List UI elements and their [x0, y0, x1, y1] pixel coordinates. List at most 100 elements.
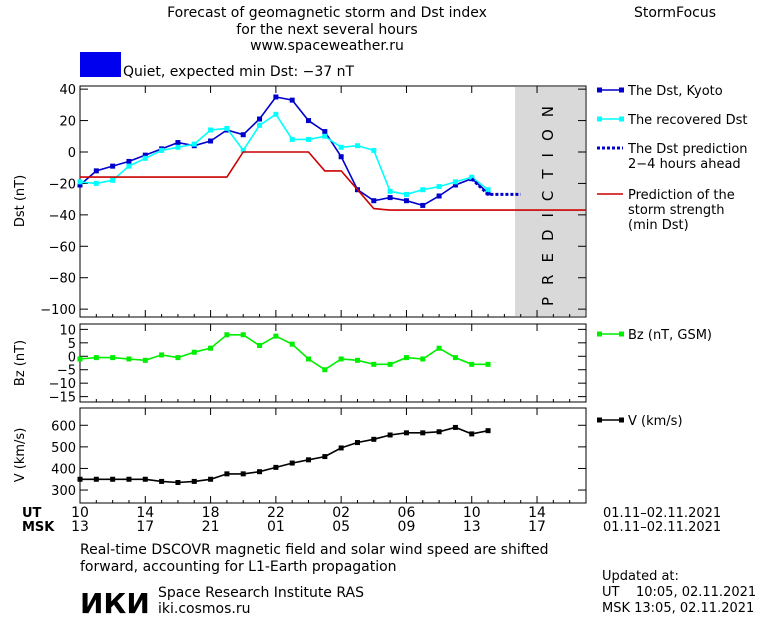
v-ylabel: V (km/s): [13, 428, 28, 483]
legend-label: storm strength: [628, 203, 725, 218]
v-data-point: [322, 454, 328, 460]
dst-data-point: [452, 179, 458, 185]
dst-panel-frame: [79, 85, 587, 318]
legend-label: The Dst, Kyoto: [627, 84, 723, 99]
prediction-region: [515, 87, 585, 316]
bz-panel-frame: [79, 323, 587, 403]
v-ytick-label: 500: [51, 441, 76, 456]
dst-data-point: [306, 136, 312, 142]
dst-data-point: [403, 198, 409, 204]
institute-name: Space Research Institute RAS: [158, 585, 364, 601]
bz-data-point: [240, 332, 246, 338]
bz-series-line: [79, 333, 489, 371]
v-data-point: [338, 445, 344, 451]
v-data-point: [452, 424, 458, 430]
x-tick-label-ut: 18: [202, 505, 220, 521]
bz-data-point: [436, 345, 442, 351]
title-line2: for the next several hours: [236, 22, 417, 38]
dst-data-point: [403, 191, 409, 197]
v-data-point: [257, 469, 263, 475]
status-text: Quiet, expected min Dst: −37 nT: [123, 64, 355, 80]
legend-marker: [597, 87, 602, 93]
dst-data-point: [436, 184, 442, 190]
dst-data-point: [273, 111, 279, 117]
legend-marker: [619, 116, 624, 122]
dst-ytick-label: 40: [59, 83, 76, 98]
x-tick-label-msk: 17: [528, 519, 546, 535]
legend-marker: [619, 331, 624, 337]
dst-data-point: [142, 152, 148, 158]
dst-data-point: [322, 133, 328, 139]
bz-data-point: [126, 356, 132, 362]
v-data-point: [403, 430, 409, 436]
x-tick-label-msk: 17: [136, 519, 154, 535]
dst-ylabel: Dst (nT): [13, 175, 28, 227]
x-tick-label-ut: 22: [267, 505, 285, 521]
status-color-box: [80, 52, 121, 77]
v-data-point: [93, 476, 99, 482]
v-data-point: [224, 471, 230, 477]
dst-data-point: [387, 188, 393, 194]
dst-data-point: [387, 195, 393, 201]
legend-label: V (km/s): [628, 414, 683, 429]
dst-data-point: [322, 129, 328, 135]
legend-label: 2−4 hours ahead: [628, 157, 741, 172]
dst-data-point: [354, 143, 360, 149]
x-tick-label-msk: 05: [332, 519, 350, 535]
v-ytick-label: 600: [51, 419, 76, 434]
x-tick-label-ut: 10: [71, 505, 89, 521]
x-tick-label-msk: 13: [463, 519, 481, 535]
dst-data-point: [289, 136, 295, 142]
x-tick-label-msk: 01: [267, 519, 285, 535]
v-data-point: [469, 431, 475, 437]
bz-data-point: [273, 333, 279, 339]
dst-series-line: [80, 151, 586, 211]
dst-data-point: [452, 182, 458, 188]
x-tick-label-ut: 10: [463, 505, 481, 521]
dst-data-point: [110, 163, 116, 169]
v-data-point: [273, 464, 279, 470]
dst-data-point: [485, 187, 491, 193]
v-data-point: [240, 471, 246, 477]
v-data-point: [175, 479, 181, 485]
bz-data-point: [175, 355, 181, 361]
legend-marker: [619, 417, 624, 423]
dst-data-point: [126, 158, 132, 164]
v-data-point: [191, 478, 197, 484]
x-tick-label-msk: 13: [71, 519, 89, 535]
v-ytick-label: 400: [51, 462, 76, 477]
dst-data-point: [469, 174, 475, 180]
dst-ytick-label: −20: [49, 177, 76, 192]
x-tick-label-ut: 14: [136, 505, 154, 521]
dst-data-point: [142, 155, 148, 161]
dst-data-point: [257, 122, 263, 128]
prediction-label: PREDICTION: [539, 94, 557, 306]
bz-ytick-label: −15: [49, 391, 76, 406]
dst-data-point: [240, 132, 246, 138]
bz-data-point: [77, 356, 83, 362]
dst-data-point: [208, 138, 214, 144]
dst-data-point: [240, 147, 246, 153]
x-tick-label-ut: 06: [398, 505, 416, 521]
dst-ytick-label: −60: [49, 240, 76, 255]
bz-ytick-label: −5: [57, 364, 76, 379]
legend-marker: [597, 331, 602, 337]
date-range-msk: 01.11–02.11.2021: [603, 520, 721, 535]
bz-data-point: [110, 355, 116, 361]
bz-data-point: [191, 349, 197, 355]
bz-data-point: [257, 343, 263, 349]
bz-data-point: [403, 355, 409, 361]
v-data-point: [485, 428, 491, 434]
bz-data-point: [306, 356, 312, 362]
dst-data-point: [371, 147, 377, 153]
dst-ytick-label: 0: [68, 146, 76, 161]
bz-data-point: [338, 356, 344, 362]
dst-data-point: [93, 180, 99, 186]
dst-data-point: [77, 179, 83, 185]
dst-data-point: [175, 140, 181, 146]
date-range-ut: 01.11–02.11.2021: [603, 506, 721, 521]
note-line1: Real-time DSCOVR magnetic field and sola…: [80, 542, 549, 558]
dst-ytick-label: −80: [49, 272, 76, 287]
dst-data-point: [126, 163, 132, 169]
